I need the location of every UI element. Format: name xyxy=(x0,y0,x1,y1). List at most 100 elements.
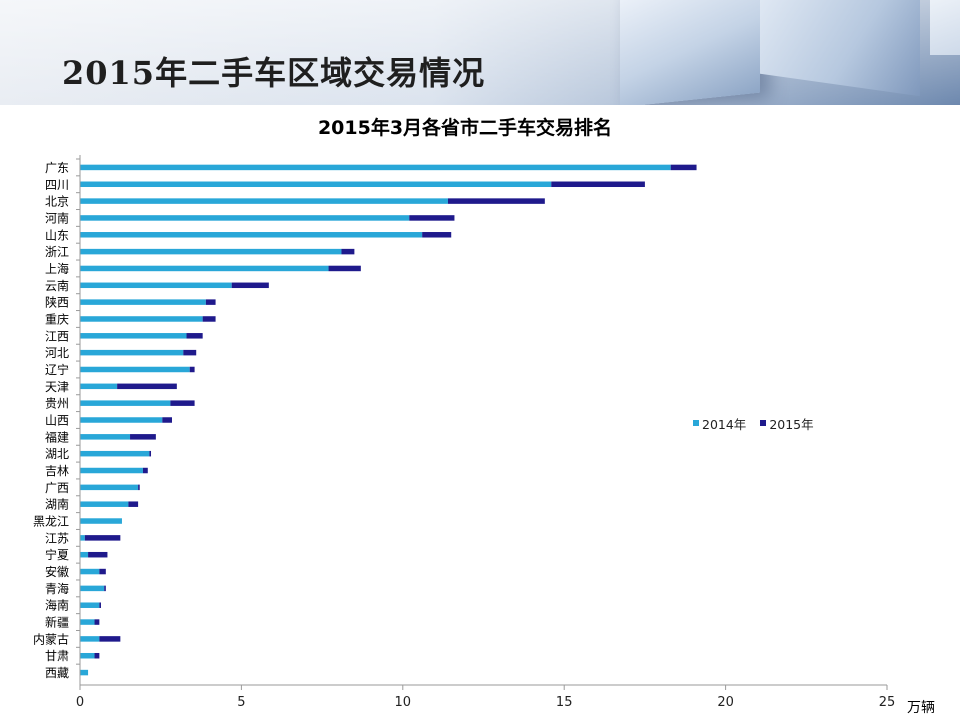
bar-2014 xyxy=(80,636,100,642)
bar-2014 xyxy=(80,181,552,188)
category-label: 青海 xyxy=(45,581,69,596)
bar-2015 xyxy=(205,299,216,305)
legend-swatch-2015 xyxy=(760,420,767,426)
bar-2015 xyxy=(186,333,203,339)
category-label: 山西 xyxy=(45,414,69,428)
bar-2015 xyxy=(551,181,645,188)
bar-2015 xyxy=(328,265,361,272)
bar-2015 xyxy=(189,366,195,373)
bar-2015 xyxy=(142,467,148,474)
category-label: 云南 xyxy=(45,278,69,293)
bar-2014 xyxy=(80,434,131,440)
category-label: 福建 xyxy=(45,429,69,444)
page-title: 2015年二手车区域交易情况 xyxy=(62,54,486,92)
bar-2015 xyxy=(94,619,100,625)
bar-2014 xyxy=(80,282,232,289)
bar-2014 xyxy=(80,265,329,272)
bar-2015 xyxy=(202,316,216,322)
bar-2014 xyxy=(80,299,206,305)
bar-2014 xyxy=(80,619,95,625)
category-label: 广东 xyxy=(45,161,69,175)
bar-2015 xyxy=(422,232,452,238)
bar-2014 xyxy=(80,518,122,524)
bar-2015 xyxy=(130,434,156,440)
legend-swatch-2014 xyxy=(693,420,699,426)
bar-2014 xyxy=(80,585,105,592)
bar-2015 xyxy=(88,551,108,558)
bar-2015 xyxy=(117,383,177,390)
legend-label-2014: 2014年 xyxy=(702,416,747,432)
bar-2015 xyxy=(99,602,101,608)
category-label: 湖南 xyxy=(45,497,69,512)
bar-2015 xyxy=(162,417,172,423)
chart-title: 2015年3月各省市二手车交易排名 xyxy=(317,117,613,139)
bar-2014 xyxy=(80,535,85,541)
category-label: 四川 xyxy=(45,178,69,192)
bar-2014 xyxy=(80,383,118,390)
category-label: 西藏 xyxy=(45,666,69,680)
category-label: 河南 xyxy=(45,210,69,225)
category-label: 贵州 xyxy=(45,397,69,411)
bar-2015 xyxy=(170,400,195,406)
x-tick-label: 25 xyxy=(879,695,896,710)
bar-2014 xyxy=(80,467,143,474)
category-label: 安徽 xyxy=(45,564,69,579)
bar-2015 xyxy=(447,198,545,204)
bar-2014 xyxy=(80,198,448,204)
bar-2015 xyxy=(128,501,139,507)
x-tick-label: 10 xyxy=(395,695,412,710)
category-label: 宁夏 xyxy=(45,547,69,562)
legend-label-2015: 2015年 xyxy=(769,416,814,432)
bar-2014 xyxy=(80,501,129,507)
bar-2014 xyxy=(80,652,95,659)
x-tick-label: 0 xyxy=(76,695,84,710)
category-label: 内蒙古 xyxy=(33,631,69,646)
bar-2015 xyxy=(183,349,197,356)
legend-item-2014: 2014年 xyxy=(693,414,746,433)
bar-2014 xyxy=(80,232,423,238)
bar-2014 xyxy=(80,551,89,558)
category-label: 甘肃 xyxy=(45,649,69,663)
bar-2014 xyxy=(80,450,150,457)
bar-2014 xyxy=(80,602,100,608)
bar-2015 xyxy=(104,585,106,592)
category-label: 上海 xyxy=(45,261,69,276)
bar-2014 xyxy=(80,248,342,255)
bar-2014 xyxy=(80,333,187,339)
category-label: 山东 xyxy=(45,228,69,242)
bar-2015 xyxy=(138,484,140,491)
category-label: 北京 xyxy=(45,195,69,209)
x-axis-unit-label: 万辆 xyxy=(907,700,935,716)
bar-2014 xyxy=(80,366,190,373)
category-label: 浙江 xyxy=(45,245,69,259)
x-tick-label: 15 xyxy=(556,695,573,710)
category-label: 广西 xyxy=(45,481,69,495)
x-tick-label: 5 xyxy=(237,695,245,710)
bar-2014 xyxy=(80,669,89,676)
bar-2014 xyxy=(80,417,163,423)
bar-2014 xyxy=(80,316,203,322)
bar-2014 xyxy=(80,349,184,356)
category-label: 海南 xyxy=(45,598,69,613)
bar-2015 xyxy=(409,215,455,221)
category-label: 吉林 xyxy=(45,464,69,478)
category-label: 辽宁 xyxy=(45,362,69,377)
category-label: 陕西 xyxy=(45,295,69,310)
category-label: 江西 xyxy=(45,329,69,343)
category-label: 黑龙江 xyxy=(33,515,69,529)
bar-2015 xyxy=(94,652,100,659)
bar-2014 xyxy=(80,215,410,221)
category-label: 重庆 xyxy=(45,312,69,326)
bar-2015 xyxy=(670,164,697,171)
bar-2015 xyxy=(99,636,121,642)
chart-legend: 2014年 2015年 xyxy=(693,414,814,432)
bar-2015 xyxy=(84,535,121,541)
bar-2014 xyxy=(80,484,139,491)
bar-2014 xyxy=(80,400,171,406)
bar-2015 xyxy=(231,282,269,289)
category-label: 新疆 xyxy=(45,615,69,630)
header-banner xyxy=(0,0,960,105)
bar-2014 xyxy=(80,164,671,171)
legend-item-2015: 2015年 xyxy=(760,414,814,433)
category-label: 天津 xyxy=(45,380,69,394)
